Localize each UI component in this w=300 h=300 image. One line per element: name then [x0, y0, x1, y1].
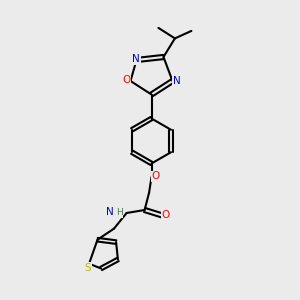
Text: O: O: [152, 171, 160, 182]
Text: N: N: [173, 76, 181, 86]
Text: O: O: [122, 75, 130, 85]
Text: N: N: [106, 207, 114, 218]
Text: H: H: [116, 208, 123, 217]
Text: O: O: [162, 210, 170, 220]
Text: N: N: [132, 54, 140, 64]
Text: S: S: [84, 263, 91, 273]
